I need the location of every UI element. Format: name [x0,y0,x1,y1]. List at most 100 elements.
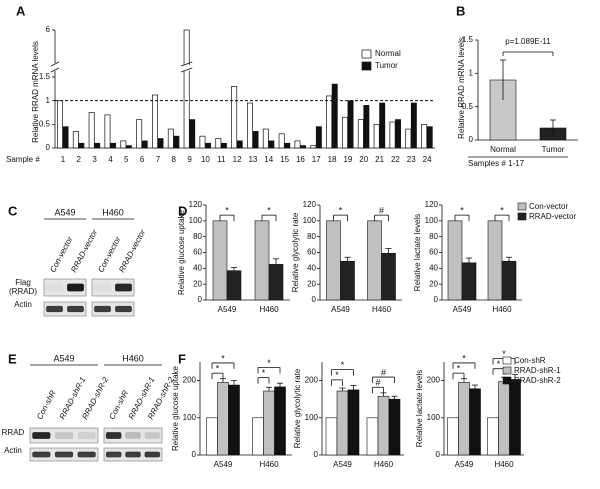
x-tick-label: 4 [108,155,113,164]
y-tick-label: 1 [469,68,474,77]
y-tick-label: 0 [192,450,197,459]
x-tick-label: 6 [140,155,145,164]
y-tick-label: 100 [425,216,439,225]
bar [347,100,354,149]
annotation: p=1.089E-11 [505,37,551,46]
y-tick-label: 0.5 [462,102,474,111]
x-tick-label: H460 [494,460,514,469]
x-tick-label: 19 [343,155,352,164]
bar [388,398,401,456]
lane-label: Con-shR [35,389,58,421]
y-tick-label: 40 [307,263,316,272]
bar [228,384,240,456]
y-tick-label: 20 [307,279,316,288]
bar [78,142,85,149]
bar [421,123,428,149]
bar [284,142,291,149]
y-tick-label: 100 [183,413,197,422]
lane-label: RRAD-vector [69,228,99,274]
bar [247,102,253,149]
y-tick-label: 80 [193,232,202,241]
blot-band [144,451,161,458]
bar [262,128,269,149]
y-tick-label: 0 [312,295,317,304]
bar [278,133,285,149]
bar [57,100,63,149]
panel-label: F [178,351,186,366]
x-tick-label: Normal [490,145,516,154]
x-tick-label: H460 [492,305,512,314]
bar [469,388,481,456]
group-label: A549 [54,207,75,217]
bar [236,140,243,149]
y-tick-label: 60 [193,248,202,257]
lane-label: RRAD-vector [117,228,147,274]
bar [395,119,401,149]
bar [220,142,227,149]
bar [326,95,333,149]
y-tick-label: 100 [189,216,203,225]
blot-band [77,432,96,439]
y-tick-label: 60 [429,248,438,257]
bar [226,270,242,301]
legend-swatch [361,49,372,59]
bar [72,131,79,149]
x-tick-label: 10 [201,155,210,164]
legend-swatch [517,212,527,221]
x-tick-label: 11 [217,155,226,164]
bar [331,83,338,149]
bar [136,119,143,149]
bar [252,417,264,456]
blot-band [67,283,84,292]
x-axis-label: Sample # [6,155,40,164]
x-tick-label: 16 [296,155,305,164]
row-label: Actin [14,300,32,309]
blot-band [54,432,74,439]
y-tick-label: 120 [303,200,317,209]
bar [325,417,338,456]
legend-swatch [517,202,527,211]
y-tick-label: 0 [434,295,439,304]
bar [88,112,95,149]
legend-label: Con-shR [514,356,546,365]
y-tick-label: 200 [427,376,441,385]
significance-label: * [216,364,220,374]
blot-frame [43,301,87,317]
bar [212,220,228,301]
bar [315,126,322,149]
significance-label: * [267,358,271,368]
y-tick-label: 120 [189,200,203,209]
group-label: H460 [122,353,144,363]
y-tick-label: 60 [307,248,316,257]
bar [487,220,503,301]
bar [426,126,433,149]
y-axis-label: Relative lactate levels [413,214,422,291]
panel-label: B [456,3,465,18]
bar [300,145,306,149]
bar [199,135,206,149]
y-tick-label: 20 [429,279,438,288]
y-tick-label: 100 [427,413,441,422]
bar [189,119,196,149]
bar [217,382,229,456]
bar [363,105,370,149]
y-tick-label: 1 [46,96,51,105]
x-tick-label: 22 [391,155,400,164]
x-axis-label: Samples # 1-17 [468,159,525,168]
y-tick-label: 1.5 [39,72,51,81]
x-tick-label: A549 [333,460,352,469]
blot-frame [43,278,87,297]
blot-frame [103,427,163,444]
bar [215,138,222,149]
bar [342,116,348,149]
x-tick-label: 14 [264,155,273,164]
bar [173,135,180,149]
significance-label: * [341,360,345,370]
legend-swatch [361,61,372,71]
y-tick-label: 0 [198,295,203,304]
y-tick-label: 40 [429,263,438,272]
y-axis-label: Relative glucose uptake [171,365,180,450]
legend-label: Tumor [375,61,398,70]
bar [268,264,284,301]
